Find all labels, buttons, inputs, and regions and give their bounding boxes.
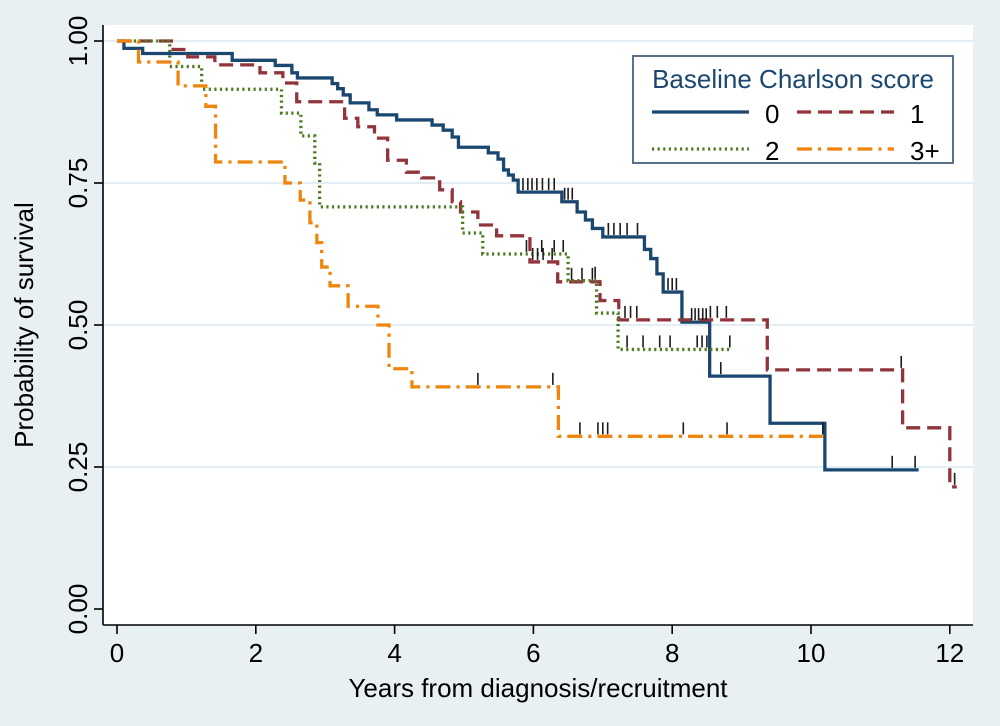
curve-charlson-0 [117,39,919,472]
y-tick-label: 0.00 [63,584,93,635]
legend-line-sample-2 [652,142,749,160]
x-tick-label: 10 [797,638,826,668]
legend-line-sample-1 [797,105,894,123]
tick-labels: 0.000.250.500.751.000 2 4 6 8 10 12 [63,16,964,668]
y-tick-label: 0.25 [63,442,93,493]
x-axis-title: Years from diagnosis/recruitment [348,673,728,703]
x-tick-label: 8 [665,638,679,668]
legend-label-0: 0 [765,98,780,129]
legend-line-sample-3+ [797,142,894,160]
legend-label-3+: 3+ [910,135,940,166]
y-tick-label: 1.00 [63,16,93,67]
x-tick-label: 6 [526,638,540,668]
legend-entry-1: 1 [797,98,942,130]
y-tick-label: 0.75 [63,158,93,209]
legend-title: Baseline Charlson score [652,64,934,94]
legend-entries: 0 1 2 3+ [634,94,952,167]
y-tick-label: 0.50 [63,300,93,351]
x-tick-label: 4 [387,638,401,668]
gridlines [103,40,973,468]
x-tick-label: 12 [935,638,964,668]
legend-label-1: 1 [910,98,925,129]
curve-charlson-1 [117,39,957,489]
censor-marks [477,178,956,485]
survival-curves [117,39,957,489]
axes [94,25,973,634]
legend-entry-3+: 3+ [797,135,942,167]
legend-entry-0: 0 [652,98,797,130]
legend: Baseline Charlson score 0 1 2 3+ [632,55,954,167]
x-tick-label: 2 [249,638,263,668]
x-tick-label: 0 [110,638,124,668]
legend-line-sample-0 [652,105,749,123]
legend-entry-2: 2 [652,135,797,167]
y-axis-title: Probability of survival [9,202,39,448]
legend-label-2: 2 [765,135,780,166]
